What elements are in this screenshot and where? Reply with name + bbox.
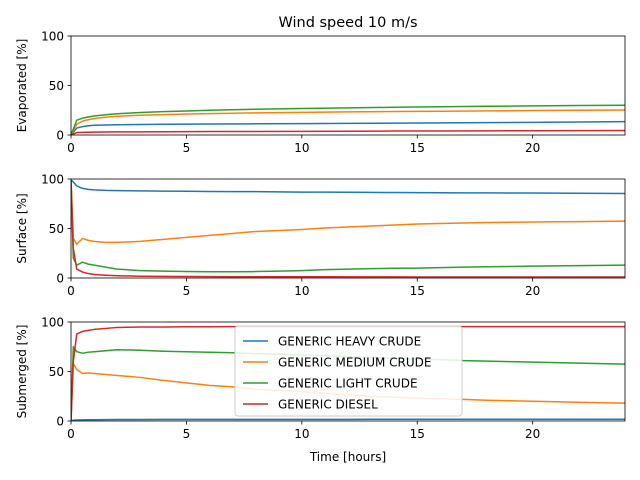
submerged-y-tick-label: 100 [41,315,64,329]
x-axis-label: Time [hours] [309,450,386,464]
legend-box [234,325,463,417]
evaporated-series-generic-medium-crude [71,109,625,135]
legend-label-generic-heavy-crude: GENERIC HEAVY CRUDE [278,334,421,348]
submerged-x-tick-label: 0 [67,427,75,441]
surface-y-tick-label: 100 [41,172,64,186]
evaporated-y-tick-label: 0 [56,128,64,142]
submerged-x-tick-label: 5 [183,427,191,441]
surface-y-axis-label: Surface [%] [15,193,29,263]
surface-series-generic-heavy-crude [71,179,625,195]
submerged-x-tick-label: 10 [294,427,309,441]
surface-series-generic-medium-crude [71,179,625,246]
submerged-x-tick-label: 15 [410,427,425,441]
surface-series-generic-light-crude [71,179,625,273]
surface-panel: 0 5 10 15 20 0 50 100 Surface [%] [15,172,626,298]
submerged-y-tick-label: 0 [56,414,64,428]
evaporated-series-generic-diesel [71,129,625,135]
evaporated-series-generic-heavy-crude [71,120,625,135]
submerged-x-tick-label: 20 [525,427,540,441]
evaporated-panel: 0 5 10 15 20 0 50 100 Evaporated [%] [15,29,626,155]
surface-y-tick-label: 0 [56,271,64,285]
evaporated-x-tick-label: 20 [525,141,540,155]
submerged-y-axis-label: Submerged [%] [15,325,29,419]
surface-x-tick-label: 0 [67,284,75,298]
legend-label-generic-medium-crude: GENERIC MEDIUM CRUDE [278,355,432,369]
surface-x-tick-label: 20 [525,284,540,298]
surface-x-tick-label: 10 [294,284,309,298]
legend-label-generic-light-crude: GENERIC LIGHT CRUDE [278,376,418,390]
submerged-series-generic-heavy-crude [71,418,625,421]
evaporated-series-generic-light-crude [71,104,625,135]
evaporated-x-tick-label: 10 [294,141,309,155]
surface-x-tick-label: 15 [410,284,425,298]
evaporated-y-tick-label: 50 [49,79,64,93]
surface-y-tick-label: 50 [49,222,64,236]
evaporated-x-tick-label: 5 [183,141,191,155]
evaporated-x-tick-label: 0 [67,141,75,155]
legend: GENERIC HEAVY CRUDE GENERIC MEDIUM CRUDE G… [234,325,463,417]
surface-series-generic-diesel [71,179,625,278]
figure-title: Wind speed 10 m/s [278,15,417,31]
legend-label-generic-diesel: GENERIC DIESEL [278,397,378,411]
submerged-y-tick-label: 50 [49,365,64,379]
evaporated-y-axis-label: Evaporated [%] [15,39,29,133]
evaporated-y-tick-label: 100 [41,29,64,43]
evaporated-x-tick-label: 15 [410,141,425,155]
surface-x-tick-label: 5 [183,284,191,298]
